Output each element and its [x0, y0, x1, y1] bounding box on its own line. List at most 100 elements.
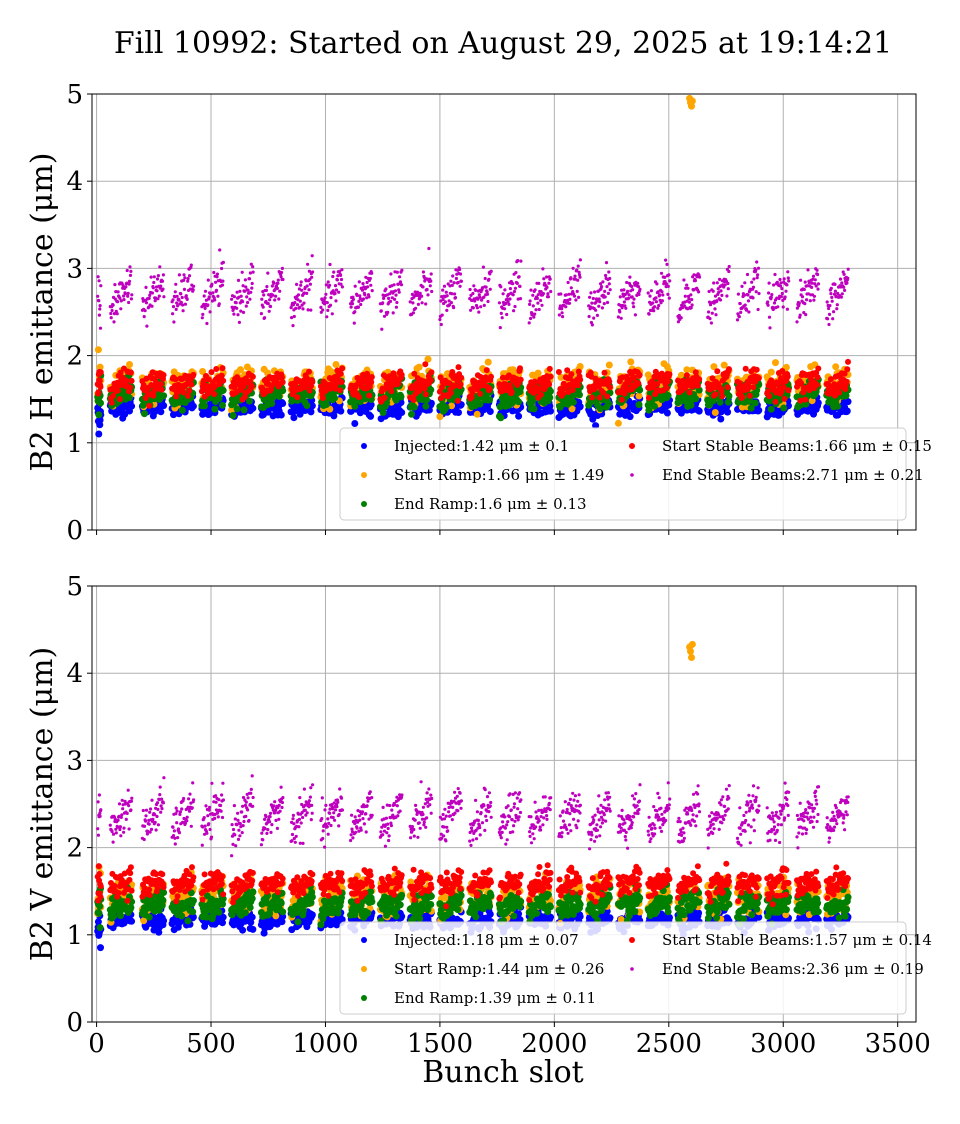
data-point	[517, 365, 523, 371]
data-point	[339, 365, 345, 371]
data-point	[653, 305, 656, 308]
data-point	[336, 278, 339, 281]
data-point	[127, 385, 133, 391]
data-point	[637, 293, 640, 296]
data-point	[568, 302, 571, 305]
data-point	[395, 306, 398, 309]
data-point	[815, 399, 822, 406]
data-point	[387, 297, 390, 300]
data-point	[445, 291, 448, 294]
data-point	[112, 320, 115, 323]
data-point	[487, 408, 494, 415]
data-point	[515, 398, 522, 405]
data-point	[248, 298, 251, 301]
data-point	[635, 381, 641, 387]
y-tick-label: 2	[66, 342, 83, 372]
data-point	[576, 290, 579, 293]
data-point	[540, 304, 543, 307]
data-point	[116, 300, 119, 303]
data-point	[684, 372, 690, 378]
data-point	[547, 282, 550, 285]
data-point	[665, 282, 668, 285]
data-point	[122, 298, 125, 301]
data-point	[719, 393, 725, 399]
data-point	[632, 302, 635, 305]
data-point	[802, 397, 808, 403]
data-point	[277, 297, 280, 300]
data-point	[747, 310, 750, 313]
data-point	[813, 295, 816, 298]
data-point	[206, 303, 209, 306]
data-point	[130, 293, 133, 296]
data-point	[161, 372, 167, 378]
data-point	[809, 299, 812, 302]
data-point	[594, 309, 597, 312]
data-point	[785, 374, 791, 380]
data-point	[245, 295, 248, 298]
data-point	[694, 279, 697, 282]
data-point	[577, 296, 580, 299]
data-point	[154, 299, 157, 302]
data-point	[180, 389, 186, 395]
data-point	[664, 410, 671, 417]
data-point	[242, 311, 245, 314]
data-point	[426, 288, 429, 291]
data-point	[310, 276, 313, 279]
data-point	[499, 285, 502, 288]
data-point	[787, 276, 790, 279]
data-point	[568, 298, 571, 301]
data-point	[798, 302, 801, 305]
data-point	[232, 313, 235, 316]
data-point	[276, 282, 279, 285]
data-point	[609, 288, 612, 291]
data-point	[388, 388, 394, 394]
data-point	[691, 303, 694, 306]
data-point	[245, 305, 248, 308]
data-point	[277, 279, 280, 282]
data-point	[341, 285, 344, 288]
data-point	[528, 303, 531, 306]
data-point	[398, 275, 401, 278]
data-point	[244, 285, 247, 288]
data-point	[451, 274, 454, 277]
data-point	[666, 293, 669, 296]
data-point	[487, 911, 494, 918]
data-point	[445, 309, 448, 312]
data-point	[351, 302, 354, 305]
data-point	[128, 265, 131, 268]
data-point	[458, 381, 464, 387]
data-point	[332, 271, 335, 274]
data-point	[778, 278, 781, 281]
data-point	[816, 273, 819, 276]
data-point	[665, 263, 668, 266]
data-point	[280, 379, 286, 385]
data-point	[394, 289, 397, 292]
data-point	[810, 286, 813, 289]
data-point	[627, 413, 634, 420]
data-point	[362, 297, 365, 300]
data-point	[828, 304, 831, 307]
data-point	[696, 376, 702, 382]
data-point	[768, 369, 775, 376]
data-point	[129, 274, 132, 277]
data-point	[211, 406, 218, 413]
data-point	[708, 290, 711, 293]
data-point	[840, 296, 843, 299]
data-point	[572, 267, 575, 270]
data-point	[265, 285, 268, 288]
data-point	[267, 302, 270, 305]
data-point	[560, 307, 563, 310]
data-point	[817, 282, 820, 285]
data-point	[756, 273, 759, 276]
data-point	[747, 393, 753, 399]
data-point	[680, 316, 683, 319]
data-point	[296, 303, 299, 306]
data-point	[112, 304, 115, 307]
data-point	[238, 321, 241, 324]
data-point	[393, 283, 396, 286]
data-point	[578, 276, 581, 279]
data-point	[249, 926, 256, 933]
data-point	[117, 396, 123, 402]
data-point	[712, 391, 718, 397]
data-point	[547, 408, 554, 415]
